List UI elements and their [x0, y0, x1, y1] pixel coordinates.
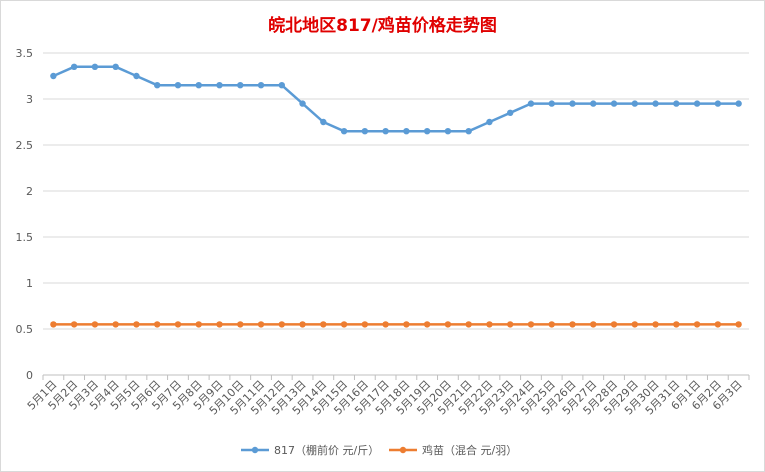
y-tick-label: 0 [26, 369, 33, 382]
data-point [465, 321, 472, 328]
data-point [237, 321, 244, 328]
legend-label: 鸡苗（混合 元/羽） [422, 443, 517, 457]
data-point [154, 82, 161, 89]
data-point [320, 321, 327, 328]
data-point [569, 321, 576, 328]
y-tick-label: 3.5 [16, 47, 34, 60]
data-point [527, 321, 535, 328]
data-point [216, 321, 223, 328]
data-point [465, 128, 472, 135]
data-point [154, 321, 161, 328]
series-2 [50, 321, 742, 328]
data-point [340, 128, 348, 135]
data-point [444, 321, 452, 328]
data-point [403, 128, 410, 135]
data-point [527, 100, 535, 107]
data-point [382, 321, 389, 328]
series-1 [50, 63, 742, 135]
data-point [174, 321, 182, 328]
data-point [590, 321, 597, 328]
data-point [361, 128, 369, 135]
data-point [340, 321, 348, 328]
data-point [423, 321, 431, 328]
y-tick-label: 2 [26, 185, 33, 198]
axes [42, 374, 750, 380]
data-point [133, 321, 140, 328]
y-tick-label: 1 [26, 277, 33, 290]
data-point [631, 100, 638, 107]
data-point [507, 109, 514, 117]
series [50, 63, 742, 328]
grid-lines [43, 52, 749, 330]
legend-label: 817（棚前价 元/斤） [274, 443, 379, 457]
chart-title: 皖北地区817/鸡苗价格走势图 [268, 16, 497, 36]
data-point [652, 100, 659, 107]
legend: 817（棚前价 元/斤） 鸡苗（混合 元/羽） [241, 443, 517, 457]
data-point [631, 321, 638, 328]
legend-marker [251, 446, 259, 454]
legend-marker [399, 446, 407, 454]
data-point [50, 72, 57, 80]
data-point [403, 321, 410, 328]
data-point [70, 321, 78, 328]
data-point [278, 321, 285, 328]
data-point [361, 321, 369, 328]
data-point [548, 100, 555, 107]
data-point [195, 82, 202, 89]
data-point [299, 100, 306, 107]
data-point [693, 321, 701, 328]
data-point [693, 100, 701, 107]
data-point [70, 63, 78, 70]
data-point [174, 82, 182, 89]
y-tick-label: 0.5 [16, 323, 34, 336]
data-point [610, 100, 618, 107]
data-point [257, 82, 265, 89]
data-point [423, 128, 431, 135]
series-line [52, 65, 739, 133]
y-tick-label: 3 [26, 93, 33, 106]
data-point [486, 118, 493, 126]
data-point [444, 128, 452, 135]
data-point [735, 321, 742, 328]
data-point [673, 100, 680, 107]
data-point [569, 100, 576, 107]
data-point [216, 82, 223, 89]
y-tick-label: 1.5 [16, 231, 34, 244]
data-point [91, 321, 99, 328]
data-point [112, 63, 119, 70]
data-point [133, 72, 140, 80]
data-point [382, 128, 389, 135]
data-point [652, 321, 659, 328]
data-point [486, 321, 493, 328]
x-tick-labels: 5月1日5月2日5月3日5月4日5月5日5月6日5月7日5月8日5月9日5月10… [25, 378, 745, 418]
data-point [50, 321, 57, 328]
data-point [112, 321, 119, 328]
data-point [590, 100, 597, 107]
data-point [91, 63, 99, 70]
data-point [257, 321, 265, 328]
data-point [548, 321, 555, 328]
data-point [278, 82, 285, 89]
data-point [714, 321, 722, 328]
data-point [507, 321, 514, 328]
data-point [299, 321, 306, 328]
data-point [735, 100, 742, 107]
data-point [320, 118, 327, 126]
data-point [237, 82, 244, 89]
data-point [673, 321, 680, 328]
data-point [195, 321, 202, 328]
legend-item: 817（棚前价 元/斤） [241, 443, 379, 457]
data-point [714, 100, 722, 107]
y-tick-labels: 0 0.5 1 1.5 2 2.5 3 3.5 [16, 47, 34, 382]
data-point [610, 321, 618, 328]
legend-item: 鸡苗（混合 元/羽） [389, 443, 517, 457]
y-tick-label: 2.5 [16, 139, 34, 152]
